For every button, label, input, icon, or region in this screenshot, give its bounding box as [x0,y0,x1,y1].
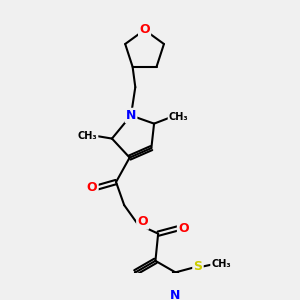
Text: O: O [178,222,189,235]
Text: O: O [137,215,148,229]
Text: CH₃: CH₃ [78,131,97,141]
Text: CH₃: CH₃ [211,259,231,269]
Text: N: N [170,289,181,300]
Text: S: S [194,260,202,273]
Text: O: O [87,181,98,194]
Text: N: N [126,109,136,122]
Text: O: O [139,23,150,36]
Text: CH₃: CH₃ [169,112,188,122]
